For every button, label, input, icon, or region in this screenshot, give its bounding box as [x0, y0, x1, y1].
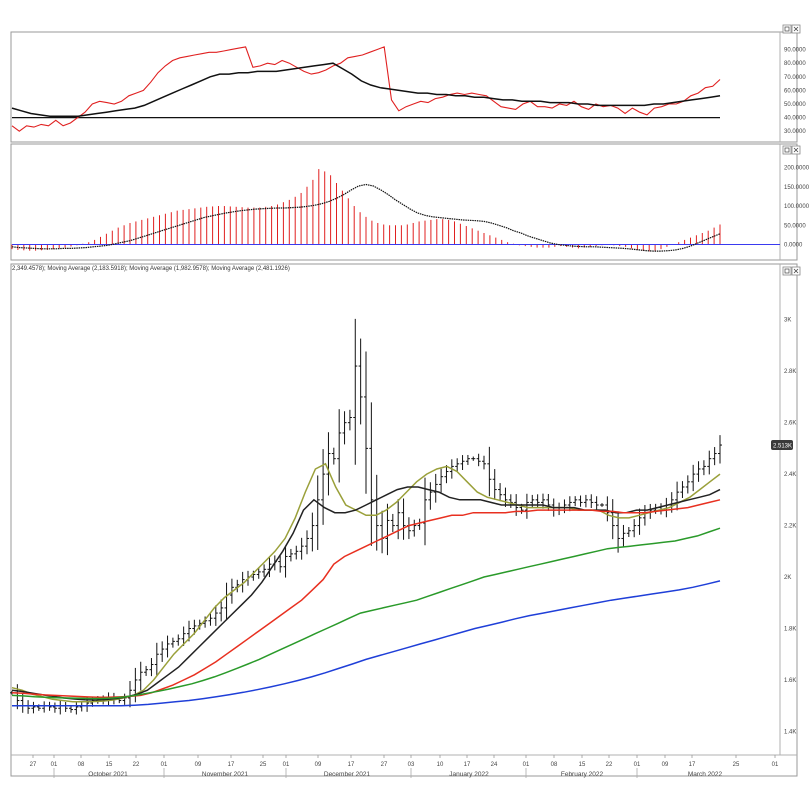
- x-tick-label: 24: [491, 762, 498, 768]
- maximize-glyph: [784, 268, 790, 274]
- rsi-y-tick-label: 60.0000: [784, 88, 806, 94]
- macd-y-tick-label: 100.0000: [784, 204, 810, 210]
- x-tick-label: 08: [551, 762, 558, 768]
- month-label: February 2022: [561, 771, 604, 778]
- rsi-y-tick-label: 70.0000: [784, 75, 806, 81]
- rsi-y-tick-label: 90.0000: [784, 48, 806, 54]
- x-tick-label: 01: [283, 762, 290, 768]
- macd-signal-line: [11, 183, 721, 252]
- price-y-tick-label: 2.8K: [784, 369, 796, 375]
- macd-y-tick-label: 50.0000: [784, 223, 806, 229]
- macd-layer: 200.0000 150.0000 100.0000 50.0000 0.0000: [11, 166, 810, 252]
- rsi-layer: 90.0000 80.0000 70.0000 60.0000 50.0000 40.00…: [11, 46, 806, 135]
- x-tick-label: 17: [464, 762, 471, 768]
- last-price-label: 2.513K: [773, 444, 792, 450]
- rsi-y-tick-label: 30.0000: [784, 129, 806, 135]
- close-glyph: [793, 147, 799, 153]
- macd-y-tick-label: 150.0000: [784, 185, 810, 191]
- x-tick-label: 09: [315, 762, 322, 768]
- x-tick-label: 01: [772, 762, 779, 768]
- macd-panel: [10, 143, 798, 261]
- x-tick-label: 15: [579, 762, 586, 768]
- price-y-tick-label: 1.8K: [784, 626, 796, 632]
- macd-panel-buttons: [782, 145, 801, 155]
- close-glyph: [793, 268, 799, 274]
- x-tick-label: 17: [689, 762, 696, 768]
- x-tick-label: 09: [195, 762, 202, 768]
- x-tick-label: 22: [133, 762, 140, 768]
- maximize-icon[interactable]: [782, 266, 792, 276]
- x-tick-label: 09: [662, 762, 669, 768]
- maximize-icon[interactable]: [782, 145, 792, 155]
- rsi-y-tick-label: 80.0000: [784, 61, 806, 67]
- rsi-series-line-0: [11, 46, 721, 132]
- price-y-tick-label: 1.6K: [784, 678, 796, 684]
- price-y-tick-label: 1.4K: [784, 729, 796, 735]
- price-y-tick-label: 3K: [784, 318, 791, 324]
- rsi-panel: [10, 31, 798, 143]
- month-label: January 2022: [449, 771, 489, 778]
- price-y-tick-label: 2.4K: [784, 472, 796, 478]
- price-layer: 3K 2.8K 2.6K 2.4K 2.2K 2K 1.8K 1.6K 1.4K 2.513K: [10, 318, 796, 735]
- x-tick-label: 22: [606, 762, 613, 768]
- moving-average-line-3: [11, 527, 721, 700]
- moving-average-line-0: [11, 462, 721, 703]
- price-panel-buttons: [782, 266, 801, 276]
- price-y-tick-label: 2.2K: [784, 524, 796, 530]
- price-y-tick-label: 2.6K: [784, 421, 796, 427]
- x-tick-label: 17: [228, 762, 235, 768]
- price-y-tick-label: 2K: [784, 575, 791, 581]
- x-tick-label: 01: [634, 762, 641, 768]
- x-tick-label: 08: [78, 762, 85, 768]
- rsi-y-tick-label: 50.0000: [784, 102, 806, 108]
- maximize-icon[interactable]: [782, 24, 792, 34]
- macd-y-tick-label: 200.0000: [784, 166, 810, 172]
- macd-y-tick-label: 0.0000: [784, 243, 803, 249]
- rsi-series-line-1: [11, 62, 721, 117]
- x-tick-label: 01: [523, 762, 530, 768]
- x-tick-label: 25: [733, 762, 740, 768]
- maximize-glyph: [784, 147, 790, 153]
- last-price-badge: [771, 440, 793, 451]
- x-tick-label: 10: [437, 762, 444, 768]
- month-label: March 2022: [688, 771, 723, 778]
- rsi-y-tick-label: 40.0000: [784, 116, 806, 122]
- month-label: November 2021: [202, 771, 249, 778]
- maximize-glyph: [784, 26, 790, 32]
- price-panel: [10, 263, 798, 777]
- month-label: December 2021: [324, 771, 371, 778]
- x-tick-label: 01: [51, 762, 58, 768]
- x-tick-label: 01: [161, 762, 168, 768]
- x-tick-label: 15: [106, 762, 113, 768]
- x-tick-label: 17: [348, 762, 355, 768]
- month-label: October 2021: [88, 771, 128, 778]
- moving-average-line-1: [11, 486, 721, 701]
- close-glyph: [793, 26, 799, 32]
- x-tick-label: 03: [408, 762, 415, 768]
- x-tick-label: 27: [381, 762, 388, 768]
- moving-average-line-2: [11, 499, 721, 698]
- x-tick-label: 27: [30, 762, 37, 768]
- moving-average-line-4: [12, 580, 721, 707]
- moving-average-info: 2,349.4578); Moving Average (2,183.5918)…: [12, 266, 290, 272]
- x-tick-label: 25: [260, 762, 267, 768]
- axis-layer: 27 01 08 15 22 01 09 17 25 01 09 17 27 03 10 17 24 01 08 15…: [30, 26, 799, 778]
